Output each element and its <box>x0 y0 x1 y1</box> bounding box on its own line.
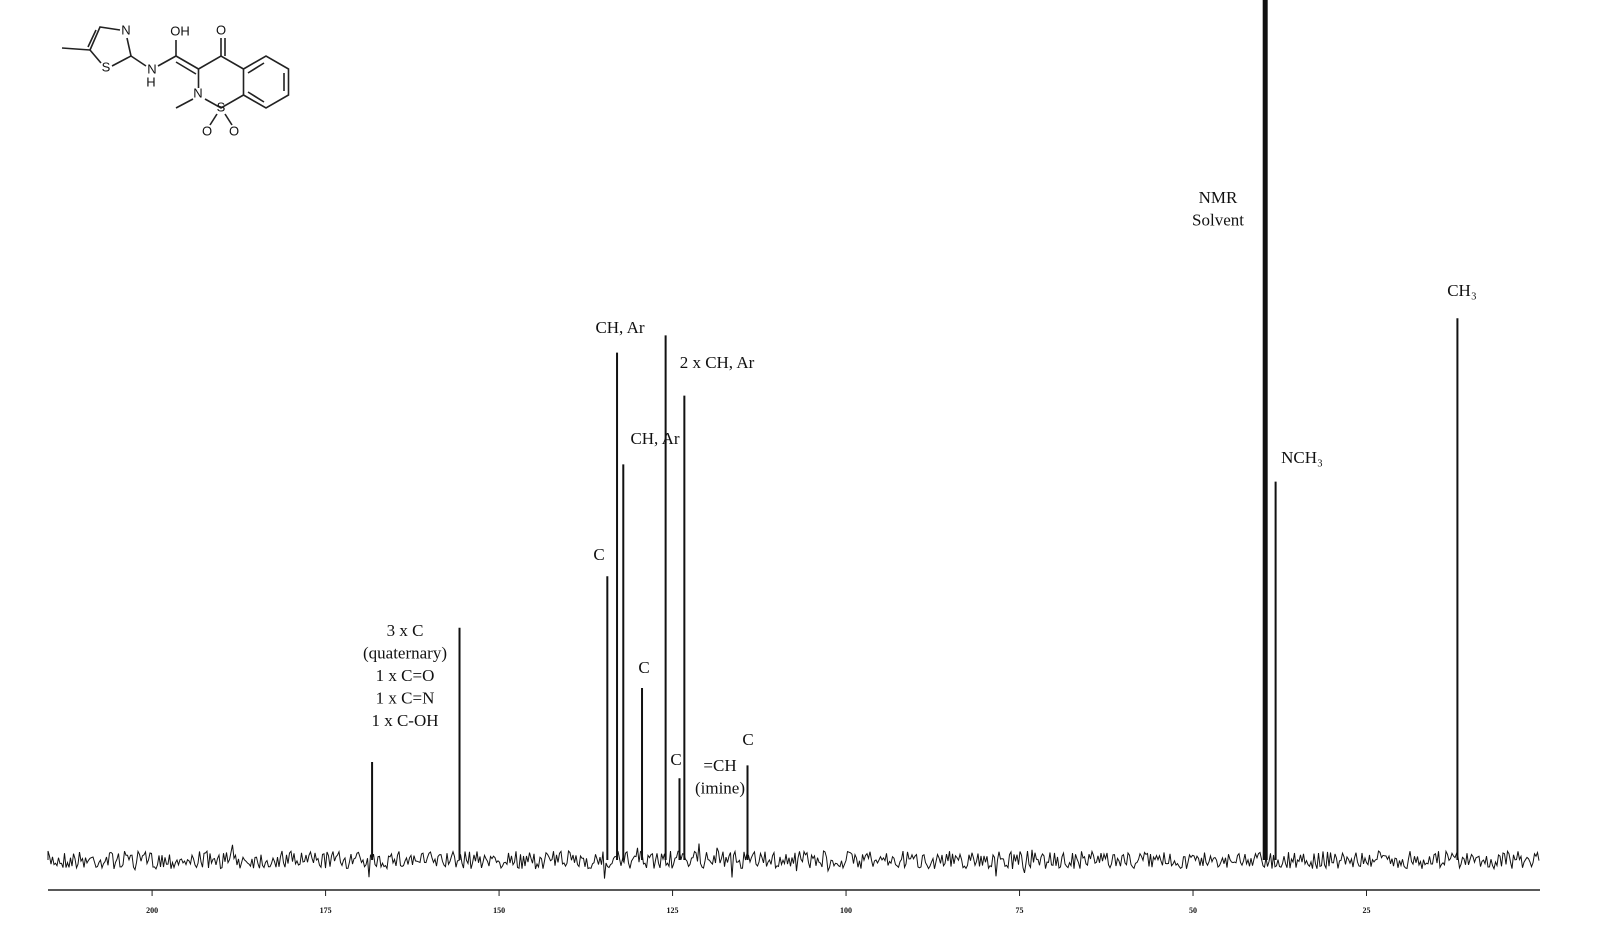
atom-label: OH <box>170 23 190 38</box>
peak-annotation: C <box>593 545 604 564</box>
atom-label: N <box>147 61 156 76</box>
x-tick-label: 25 <box>1363 906 1371 915</box>
x-tick-label: 125 <box>667 906 679 915</box>
bond <box>175 61 197 75</box>
bond <box>175 98 194 109</box>
peak-annotation: C <box>670 750 681 769</box>
peak-annotation: 3 x C <box>387 621 424 640</box>
peak-annotation: 2 x CH, Ar <box>680 353 755 372</box>
atom-label: N <box>121 22 130 37</box>
bond <box>87 29 97 48</box>
atom-label: O <box>202 123 212 138</box>
peak-annotation: C <box>638 658 649 677</box>
peak-annotation: CH, Ar <box>595 318 644 337</box>
atom-label: H <box>146 74 155 89</box>
peak-annotation: 1 x C=N <box>376 688 435 707</box>
peak-annotation: Solvent <box>1192 210 1244 229</box>
atom-label: S <box>102 59 111 74</box>
peak-annotation: 1 x C-OH <box>371 711 438 730</box>
bond <box>209 113 218 126</box>
x-tick-label: 50 <box>1189 906 1197 915</box>
peak-annotation: NCH₃ <box>1281 448 1323 467</box>
atom-label: N <box>193 85 202 100</box>
atom-label: O <box>229 123 239 138</box>
atom-label: S <box>217 99 226 114</box>
bond <box>204 94 244 109</box>
peak-annotation: =CH <box>703 756 736 775</box>
bond <box>61 47 91 51</box>
bond <box>175 55 199 70</box>
peak-annotation: (quaternary) <box>363 643 447 662</box>
bond <box>247 62 265 74</box>
x-tick-label: 175 <box>320 906 332 915</box>
benzene-ring <box>242 55 290 109</box>
bond <box>224 113 233 126</box>
x-tick-label: 150 <box>493 906 505 915</box>
peak-annotation: 1 x C=O <box>376 666 435 685</box>
x-tick-label: 200 <box>146 906 158 915</box>
bond <box>247 91 265 103</box>
x-tick-label: 75 <box>1016 906 1024 915</box>
bond <box>130 55 147 67</box>
bond <box>157 55 177 67</box>
peak-annotation: C <box>742 730 753 749</box>
peak-annotation: NMR <box>1199 188 1238 207</box>
bond <box>197 55 244 88</box>
atom-label: O <box>216 22 226 37</box>
x-tick-label: 100 <box>840 906 852 915</box>
peak-annotation: CH, Ar <box>630 429 679 448</box>
bond <box>111 37 132 67</box>
peak-annotation: CH₃ <box>1447 281 1477 300</box>
baseline-noise <box>47 843 1540 879</box>
peak-annotation: (imine) <box>695 778 745 797</box>
bond <box>89 26 121 64</box>
